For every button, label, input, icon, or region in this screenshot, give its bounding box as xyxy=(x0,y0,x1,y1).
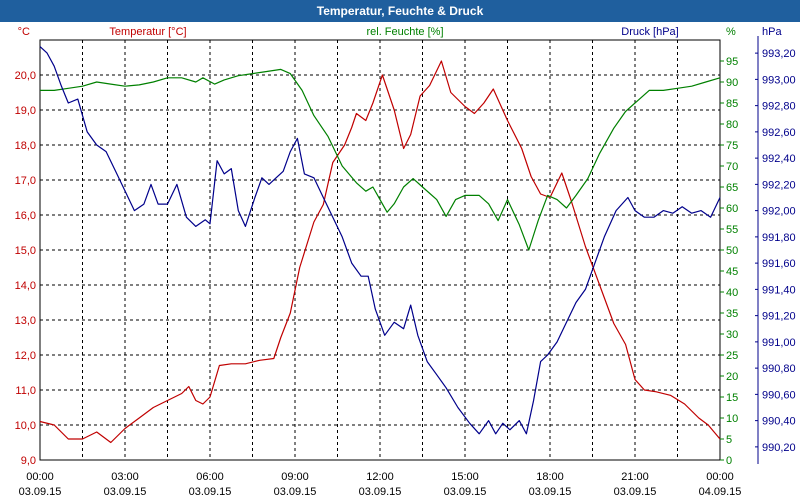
humidity-tick-label: 10 xyxy=(726,413,738,425)
humidity-tick-label: 90 xyxy=(726,77,738,89)
time-tick-label: 03:00 xyxy=(111,471,139,483)
pressure-tick-label: 991,60 xyxy=(762,258,796,270)
date-tick-label: 03.09.15 xyxy=(444,486,487,498)
temperature-tick-label: 20,0 xyxy=(15,70,36,82)
temperature-line xyxy=(39,60,721,444)
pressure-tick-label: 990,20 xyxy=(762,442,796,454)
time-tick-label: 00:00 xyxy=(706,471,734,483)
pressure-tick-label: 991,40 xyxy=(762,284,796,296)
grid-lines xyxy=(40,40,720,460)
humidity-unit-label: % xyxy=(726,26,736,38)
pressure-tick-label: 992,80 xyxy=(762,101,796,113)
temperature-tick-label: 10,0 xyxy=(15,420,36,432)
chart-canvas: 9,0 10,0 11,0 12,0 13,0 14,0 15,0 16,0 17,0 18,0 1… xyxy=(15,26,796,498)
pressure-tick-label: 993,00 xyxy=(762,74,796,86)
date-tick-label: 03.09.15 xyxy=(614,486,657,498)
humidity-tick-label: 60 xyxy=(726,203,738,215)
temperature-tick-label: 9,0 xyxy=(21,455,36,467)
humidity-axis: 0 5 10 15 20 25 30 35 40 45 50 55 60 65 70 75 80 85 90 95% xyxy=(720,26,738,467)
humidity-tick-label: 20 xyxy=(726,371,738,383)
humidity-tick-label: 55 xyxy=(726,224,738,236)
humidity-tick-label: 5 xyxy=(726,434,732,446)
humidity-tick-label: 0 xyxy=(726,455,732,467)
pressure-tick-label: 992,00 xyxy=(762,206,796,218)
date-tick-label: 03.09.15 xyxy=(104,486,147,498)
time-tick-label: 06:00 xyxy=(196,471,224,483)
axis-headers: Temperatur [°C] rel. Feuchte [%] Druck [hP… xyxy=(109,26,678,38)
pressure-tick-label: 992,60 xyxy=(762,127,796,139)
humidity-tick-label: 30 xyxy=(726,329,738,341)
humidity-tick-label: 45 xyxy=(726,266,738,278)
temperature-tick-label: 17,0 xyxy=(15,175,36,187)
pressure-tick-label: 991,80 xyxy=(762,232,796,244)
temperature-tick-label: 13,0 xyxy=(15,315,36,327)
pressure-axis: 990,20 990,40 990,60 990,80 991,00 991,20 991,… xyxy=(755,26,796,464)
humidity-series-label: rel. Feuchte [%] xyxy=(366,26,443,38)
temperature-tick-label: 16,0 xyxy=(15,210,36,222)
humidity-tick-label: 40 xyxy=(726,287,738,299)
temperature-tick-label: 12,0 xyxy=(15,350,36,362)
pressure-tick-label: 990,60 xyxy=(762,389,796,401)
humidity-tick-label: 65 xyxy=(726,182,738,194)
temperature-tick-label: 11,0 xyxy=(15,385,36,397)
humidity-tick-label: 50 xyxy=(726,245,738,257)
temperature-tick-label: 15,0 xyxy=(15,245,36,257)
humidity-tick-label: 25 xyxy=(726,350,738,362)
temperature-unit-label: °C xyxy=(18,26,30,38)
pressure-tick-label: 991,00 xyxy=(762,337,796,349)
chart-title-bar: Temperatur, Feuchte & Druck xyxy=(0,0,800,22)
temperature-tick-label: 18,0 xyxy=(15,140,36,152)
humidity-tick-label: 75 xyxy=(726,140,738,152)
pressure-line xyxy=(39,46,721,435)
pressure-unit-label: hPa xyxy=(762,26,782,38)
time-tick-label: 15:00 xyxy=(451,471,479,483)
series-layer xyxy=(39,46,721,444)
temperature-axis: 9,0 10,0 11,0 12,0 13,0 14,0 15,0 16,0 17,0 18,0 1… xyxy=(15,26,36,467)
humidity-tick-label: 85 xyxy=(726,98,738,110)
pressure-tick-label: 990,40 xyxy=(762,416,796,428)
chart-title: Temperatur, Feuchte & Druck xyxy=(316,4,484,18)
date-tick-label: 03.09.15 xyxy=(359,486,402,498)
humidity-tick-label: 80 xyxy=(726,119,738,131)
humidity-tick-label: 70 xyxy=(726,161,738,173)
date-tick-label: 03.09.15 xyxy=(19,486,62,498)
pressure-tick-label: 992,40 xyxy=(762,153,796,165)
time-tick-label: 09:00 xyxy=(281,471,309,483)
humidity-line xyxy=(40,68,721,251)
date-tick-label: 03.09.15 xyxy=(189,486,232,498)
time-tick-label: 18:00 xyxy=(536,471,564,483)
humidity-tick-label: 15 xyxy=(726,392,738,404)
pressure-tick-label: 993,20 xyxy=(762,48,796,60)
temperature-series-label: Temperatur [°C] xyxy=(109,26,186,38)
temperature-tick-label: 19,0 xyxy=(15,105,36,117)
pressure-tick-label: 992,20 xyxy=(762,179,796,191)
time-axis: 00:00 03.09.15 03:00 03.09.15 06:00 03.09.15 0… xyxy=(19,471,742,498)
humidity-tick-label: 95 xyxy=(726,56,738,68)
time-tick-label: 21:00 xyxy=(621,471,649,483)
temperature-tick-label: 14,0 xyxy=(15,280,36,292)
date-tick-label: 03.09.15 xyxy=(529,486,572,498)
time-tick-label: 12:00 xyxy=(366,471,394,483)
date-tick-label: 03.09.15 xyxy=(274,486,317,498)
pressure-tick-label: 990,80 xyxy=(762,363,796,375)
time-tick-label: 00:00 xyxy=(26,471,54,483)
pressure-series-label: Druck [hPa] xyxy=(621,26,678,38)
humidity-tick-label: 35 xyxy=(726,308,738,320)
pressure-tick-label: 991,20 xyxy=(762,311,796,323)
date-tick-label: 04.09.15 xyxy=(699,486,742,498)
